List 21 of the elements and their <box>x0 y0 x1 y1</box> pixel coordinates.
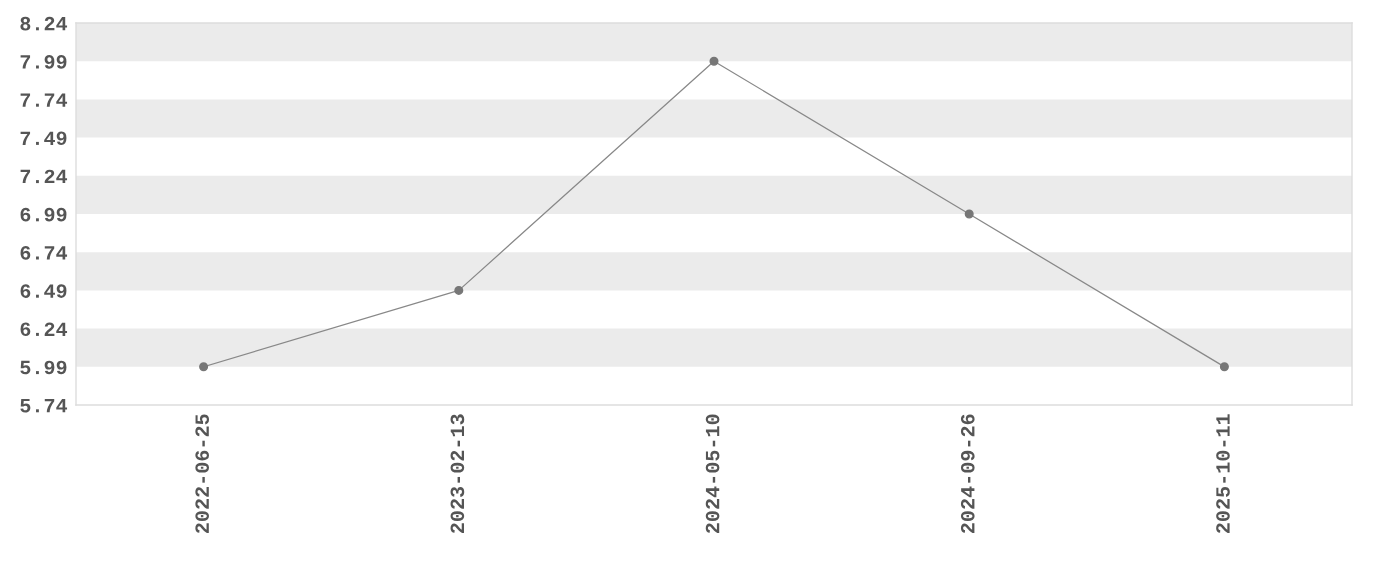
x-tick-label: 2025-10-11 <box>1216 414 1230 533</box>
y-tick-label: 5.99 <box>20 360 67 375</box>
y-tick-label: 5.74 <box>20 399 68 413</box>
x-tick-label: 2023-02-13 <box>450 414 465 533</box>
y-tick-label: 6.74 <box>20 246 68 260</box>
y-tick-label: 7.24 <box>20 169 68 184</box>
point <box>199 362 209 372</box>
x-tick-label: 2024-09-26 <box>960 414 975 533</box>
y-tick-label: 7.99 <box>20 55 67 69</box>
y-tick-label: 8.24 <box>20 16 68 31</box>
y-tick-label: 7.74 <box>20 93 68 107</box>
point <box>1219 362 1229 372</box>
y-tick-label: 7.49 <box>20 131 67 146</box>
point <box>454 285 464 295</box>
y-tick-label: 6.24 <box>20 322 68 337</box>
x-tick-label: 2022-06-25 <box>195 414 210 533</box>
y-tick-label: 6.49 <box>20 284 67 298</box>
point <box>709 56 719 66</box>
point <box>964 209 974 219</box>
x-tick-label: 2024-05-10 <box>705 414 720 533</box>
y-tick-label: 6.99 <box>20 207 67 222</box>
